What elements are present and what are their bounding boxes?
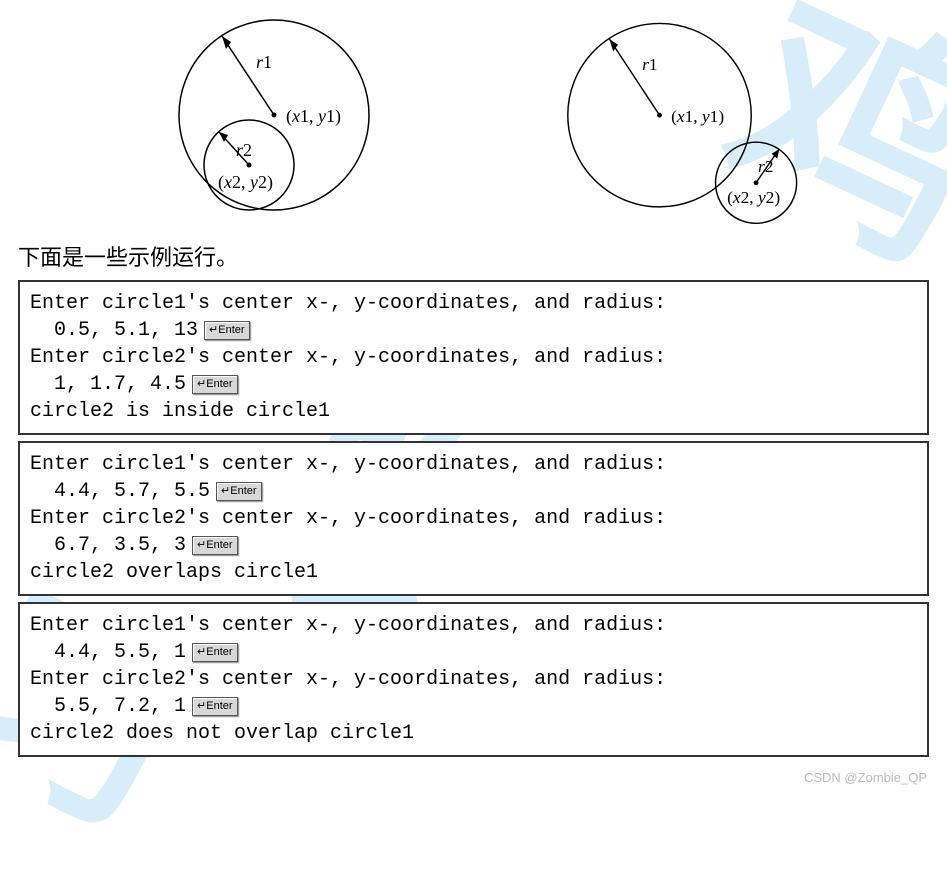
diagram-row: r1 (x1, y1) r2 (x2, y2) r1 (x1, y1) bbox=[0, 0, 947, 235]
enter-key-icon: ↵Enter bbox=[192, 536, 238, 555]
prompt-line: Enter circle2's center x-, y-coordinates… bbox=[30, 666, 917, 693]
enter-key-icon: ↵Enter bbox=[216, 482, 262, 501]
input-value: 5.5, 7.2, 1 bbox=[54, 695, 186, 718]
result-line: circle2 does not overlap circle1 bbox=[30, 720, 917, 747]
result-line: circle2 overlaps circle1 bbox=[30, 559, 917, 586]
result-line: circle2 is inside circle1 bbox=[30, 398, 917, 425]
input-line: 6.7, 3.5, 3 ↵Enter bbox=[30, 532, 917, 559]
input-line: 1, 1.7, 4.5 ↵Enter bbox=[30, 371, 917, 398]
caption-text: 下面是一些示例运行。 bbox=[18, 240, 947, 272]
svg-text:(x1, y1): (x1, y1) bbox=[671, 107, 724, 126]
svg-text:r2: r2 bbox=[236, 140, 252, 160]
svg-text:r2: r2 bbox=[758, 157, 773, 176]
svg-text:(x2, y2): (x2, y2) bbox=[218, 172, 273, 193]
prompt-line: Enter circle2's center x-, y-coordinates… bbox=[30, 344, 917, 371]
input-line: 4.4, 5.5, 1 ↵Enter bbox=[30, 639, 917, 666]
input-value: 1, 1.7, 4.5 bbox=[54, 373, 186, 396]
prompt-line: Enter circle1's center x-, y-coordinates… bbox=[30, 612, 917, 639]
input-value: 0.5, 5.1, 13 bbox=[54, 319, 198, 342]
diagram-overlap: r1 (x1, y1) r2 (x2, y2) bbox=[534, 10, 814, 230]
input-line: 0.5, 5.1, 13 ↵Enter bbox=[30, 317, 917, 344]
input-value: 4.4, 5.5, 1 bbox=[54, 641, 186, 664]
diagram-inside: r1 (x1, y1) r2 (x2, y2) bbox=[134, 10, 414, 230]
prompt-line: Enter circle1's center x-, y-coordinates… bbox=[30, 290, 917, 317]
input-line: 4.4, 5.7, 5.5 ↵Enter bbox=[30, 478, 917, 505]
svg-text:r1: r1 bbox=[642, 55, 657, 74]
example-run-box: Enter circle1's center x-, y-coordinates… bbox=[18, 441, 929, 596]
example-run-box: Enter circle1's center x-, y-coordinates… bbox=[18, 280, 929, 435]
example-run-box: Enter circle1's center x-, y-coordinates… bbox=[18, 602, 929, 757]
svg-text:r1: r1 bbox=[256, 52, 272, 72]
attribution-text: CSDN @Zombie_QP bbox=[804, 770, 927, 785]
enter-key-icon: ↵Enter bbox=[192, 643, 238, 662]
svg-text:(x2, y2): (x2, y2) bbox=[727, 188, 780, 207]
prompt-line: Enter circle2's center x-, y-coordinates… bbox=[30, 505, 917, 532]
input-value: 6.7, 3.5, 3 bbox=[54, 534, 186, 557]
enter-key-icon: ↵Enter bbox=[192, 697, 238, 716]
enter-key-icon: ↵Enter bbox=[204, 321, 250, 340]
enter-key-icon: ↵Enter bbox=[192, 375, 238, 394]
prompt-line: Enter circle1's center x-, y-coordinates… bbox=[30, 451, 917, 478]
svg-text:(x1, y1): (x1, y1) bbox=[286, 106, 341, 127]
input-value: 4.4, 5.7, 5.5 bbox=[54, 480, 210, 503]
